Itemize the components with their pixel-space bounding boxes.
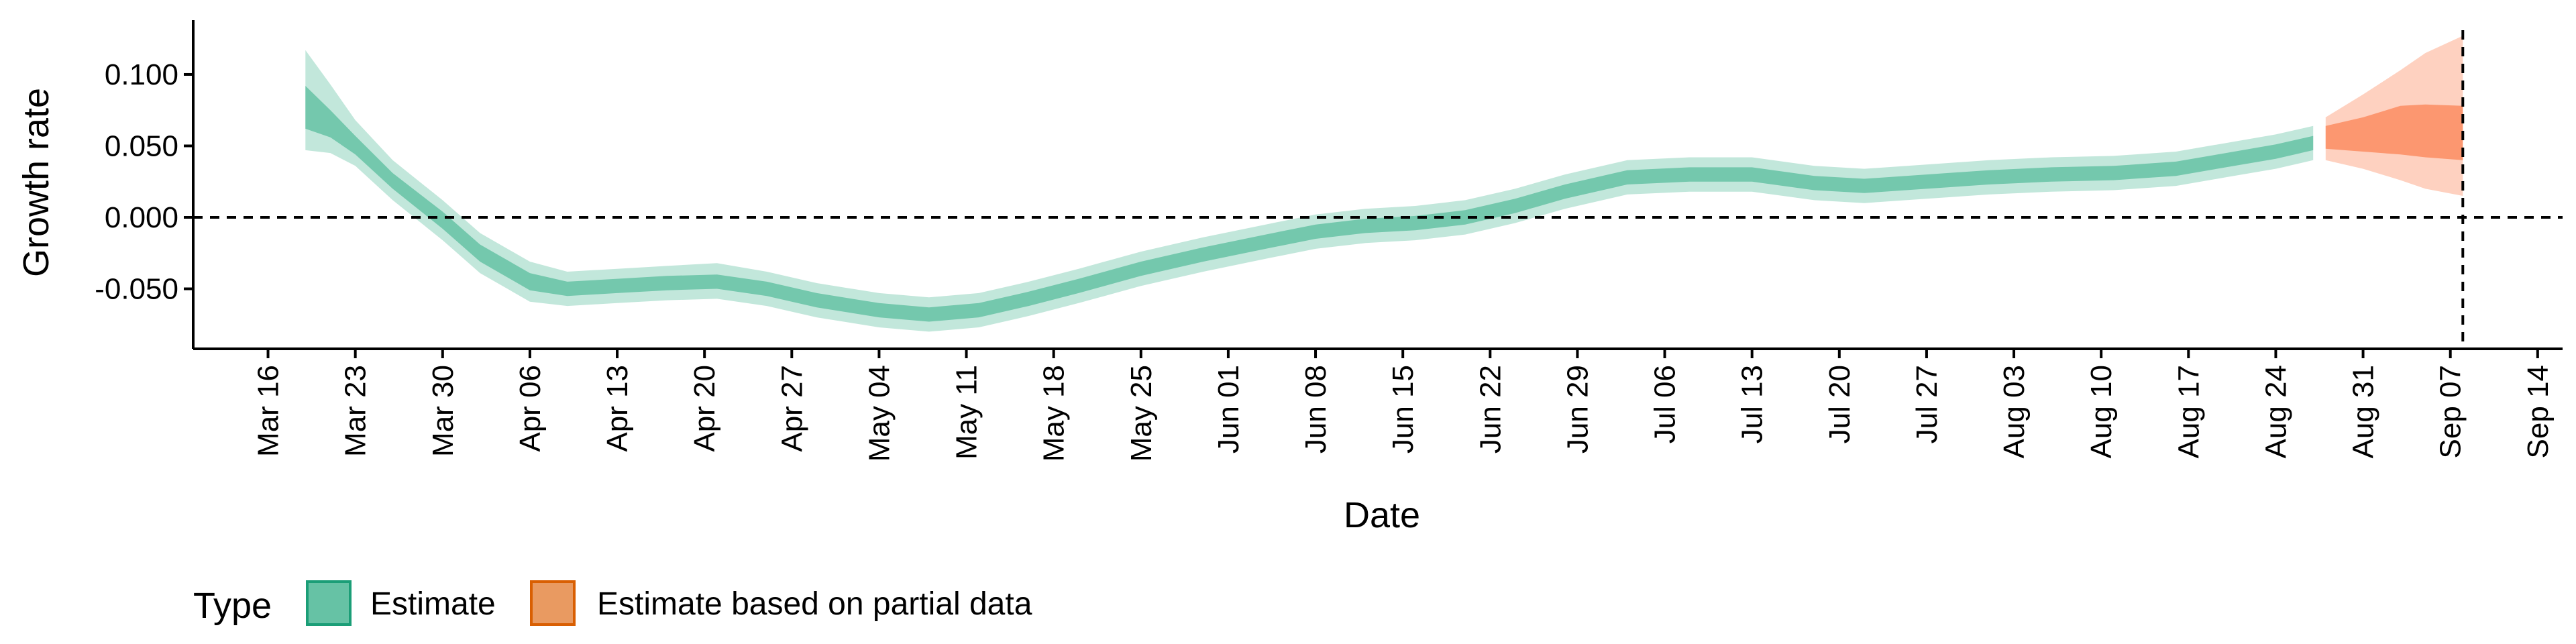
x-tick-label: Jun 08 [1299,365,1332,453]
axes: -0.050 0.000 0.050 0.100 Mar 16 Mar 23 Mar 30 A… [95,20,2563,462]
x-tick-label: Mar 16 [252,365,285,457]
x-tick-label: Jul 06 [1649,365,1682,443]
partial-estimate-50-interval [2325,104,2463,160]
uncertainty-bands [305,36,2463,332]
y-tick-label: 0.100 [105,58,178,91]
x-tick-label: Jul 27 [1911,365,1943,443]
y-tick-label: 0.050 [105,129,178,162]
legend-label-estimate: Estimate [370,586,496,622]
x-tick-label: Aug 10 [2085,365,2118,458]
x-tick-label: Aug 03 [1998,365,2031,458]
x-tick-label: Jun 22 [1474,365,1507,453]
x-tick-label: May 25 [1125,365,1158,462]
x-tick-label: Jul 13 [1736,365,1769,443]
x-axis-title: Date [1344,495,1420,535]
legend: Type Estimate Estimate based on partial … [193,580,1032,626]
estimate-90-interval [305,50,2314,332]
x-tick-label: Sep 14 [2522,365,2555,458]
x-tick-label: Jun 29 [1561,365,1594,453]
x-tick-label: Jun 15 [1387,365,1419,453]
x-tick-label: May 04 [863,365,896,462]
reference-lines [193,30,2563,349]
x-tick-label: Aug 17 [2172,365,2205,458]
x-tick-label: Apr 06 [514,365,547,452]
x-tick-label: Apr 27 [775,365,808,452]
x-tick-label: Aug 24 [2259,365,2292,458]
x-tick-label: Mar 30 [427,365,460,457]
x-tick-label: Sep 07 [2434,365,2467,458]
x-tick-label: Apr 13 [601,365,634,452]
legend-label-partial: Estimate based on partial data [597,586,1032,622]
x-tick-label: May 11 [951,365,983,460]
x-tick-label: Apr 20 [688,365,721,452]
x-tick-label: Jul 20 [1823,365,1856,443]
x-tick-label: Aug 31 [2347,365,2380,458]
y-tick-label: 0.000 [105,201,178,234]
x-tick-label: May 18 [1038,365,1071,462]
x-tick-label: Jun 01 [1212,365,1245,453]
estimate-50-interval [305,86,2314,322]
legend-swatch-partial [530,580,576,626]
x-tick-label: Mar 23 [339,365,372,457]
legend-title: Type [193,586,272,626]
legend-swatch-estimate [306,580,352,626]
y-tick-label: -0.050 [95,273,178,306]
y-axis-title: Growth rate [16,88,56,277]
